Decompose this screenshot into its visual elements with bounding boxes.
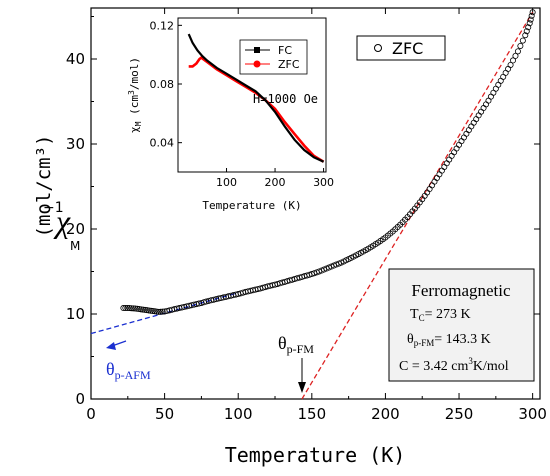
inset-series-zfc [188,55,325,163]
main-legend: ZFC [356,35,446,61]
main-x-tick-label: 200 [371,405,400,423]
main-x-tick-label: 150 [297,405,326,423]
main-x-tick-label: 50 [155,405,174,423]
inset-y-tick-label: 0.08 [150,78,175,91]
zfc-data-point [145,307,152,314]
main-x-tick-label: 250 [445,405,474,423]
main-plot-frame [90,7,541,400]
legend-marker-zfc [374,44,382,52]
inset-series [187,33,325,163]
main-data-points [120,9,536,315]
y-label-superscript: −1 [43,200,64,216]
main-legend-box [356,35,446,61]
main-y-tick-label: 40 [66,50,85,68]
legend-label-fc: FC [278,44,292,57]
main-y-tick-label: 30 [66,135,85,153]
zfc-data-point [519,37,526,44]
zfc-data-point [149,308,156,315]
inset-legend: FC ZFC [239,39,308,75]
info-curie-constant: C = 3.42 cm3K/mol [399,356,509,374]
zfc-data-point [512,52,519,59]
inset-series-fc [187,33,325,163]
zfc-data-point [529,9,536,16]
main-x-tick-label: 0 [86,405,96,423]
inset-field-annotation: H=1000 Oe [253,92,318,106]
zfc-data-point [514,48,521,55]
zfc-data-point [147,307,154,314]
fm-fit-line [301,11,534,400]
inset-plot: 100 200 300 0.04 0.08 0.12 Temperature (K) χ… [127,17,334,212]
zfc-data-point [155,308,162,315]
legend-label-inset-zfc: ZFC [278,58,300,71]
zfc-data-point [122,305,129,312]
legend-marker-inset-zfc [253,60,261,68]
zfc-data-point [159,308,166,315]
ferromagnetic-info-box: Ferromagnetic TC= 273 K θp-FM= 143.3 K C… [388,268,535,382]
zfc-data-point [124,305,131,312]
zfc-data-point [522,32,529,39]
zfc-data-point [153,308,160,315]
inset-x-axis-label: Temperature (K) [202,199,301,212]
zfc-data-point [140,306,147,313]
main-y-tick-label: 20 [66,220,85,238]
main-x-tick-label: 300 [518,405,547,423]
inset-x-tick-label: 300 [313,176,334,189]
zfc-data-point [510,57,517,64]
zfc-data-point [527,16,534,23]
zfc-data-point [517,42,524,49]
main-plot: 0 50 100 150 200 250 300 0 10 20 30 40 Temperature… [33,7,547,467]
inset-legend-box [239,39,308,75]
zfc-data-point [157,308,164,315]
zfc-data-point [136,306,143,313]
info-box-frame [388,268,535,382]
zfc-data-point [138,306,145,313]
zfc-data-point [526,20,533,27]
y-label-unit: (mol/cm³) [33,135,55,238]
zfc-data-point [120,305,127,312]
zfc-data-point [523,28,530,35]
zfc-data-point [151,308,158,315]
inset-x-tick-label: 200 [265,176,286,189]
inset-x-tick-label: 100 [216,176,237,189]
zfc-data-point [128,305,135,312]
zfc-data-point [141,306,148,313]
inset-x-axis-ticks: 100 200 300 [216,168,334,189]
inset-y-tick-label: 0.04 [150,137,175,150]
legend-label-zfc: ZFC [392,39,423,58]
zfc-data-point [134,305,141,312]
info-tc: TC= 273 K [410,307,471,323]
zfc-data-point [130,305,137,312]
main-x-tick-label: 100 [224,405,253,423]
zfc-data-point [528,12,535,19]
zfc-data-point [126,305,133,312]
main-y-tick-label: 10 [66,305,85,323]
info-box-title: Ferromagnetic [411,281,511,300]
inset-y-axis-ticks: 0.04 0.08 0.12 [150,19,182,150]
inset-y-axis-label: χM (cm3/mol) [127,57,143,133]
legend-marker-fc [254,47,260,53]
zfc-data-point [143,307,150,314]
zfc-data-point [507,61,514,68]
zfc-data-point [525,24,532,31]
main-y-tick-label: 0 [75,390,85,408]
theta-fm-arrow-head [298,382,306,393]
zfc-data-point [132,305,139,312]
theta-afm-arrow-head [106,342,116,350]
main-y-axis-label: χ −1 M (mol/cm³) [33,135,80,253]
y-label-chi: χ [53,203,71,239]
main-y-axis-ticks: 0 10 20 30 40 [66,16,540,408]
main-x-axis-label: Temperature (K) [225,443,406,467]
main-x-axis-ticks: 0 50 100 150 200 250 300 [86,8,547,423]
y-label-subscript: M [70,239,80,253]
inset-y-tick-label: 0.12 [150,19,175,32]
